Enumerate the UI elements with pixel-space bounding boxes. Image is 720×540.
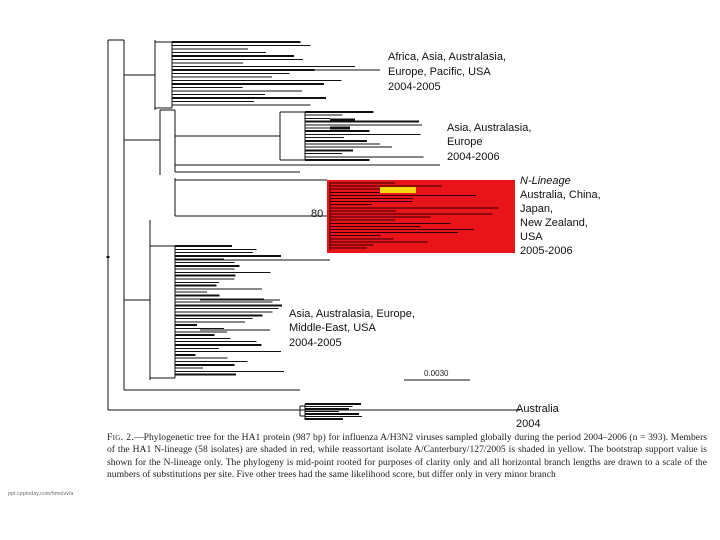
svg-text:Australia, China,: Australia, China, (520, 189, 601, 201)
svg-text:Australia: Australia (516, 403, 560, 415)
svg-text:2004-2005: 2004-2005 (388, 81, 441, 93)
svg-text:USA: USA (520, 231, 543, 243)
svg-text:2004-2006: 2004-2006 (447, 151, 500, 163)
scale-bar-label: 0.0030 (424, 369, 449, 378)
tree-branches (106, 39, 520, 420)
bootstrap-label: 80 (311, 208, 323, 220)
clade-label-n-lineage: N-Lineage Australia, China, Japan, New Z… (520, 175, 601, 257)
svg-text:New Zealand,: New Zealand, (520, 217, 588, 229)
phylogenetic-tree-figure: 80 Africa, Asia, Australasia, Europe, Pa… (106, 39, 601, 430)
svg-text:2004-2005: 2004-2005 (289, 337, 342, 349)
scale-bar: 0.0030 (404, 369, 470, 381)
footer-note: ppt.cpptoday.com/hmolvv/a (8, 491, 74, 497)
clade-label-asia-europe: Asia, Australasia, Europe 2004-2006 (447, 122, 531, 163)
reassortant-highlight (380, 187, 416, 193)
n-lineage-branches (329, 182, 499, 250)
caption-text: —Phylogenetic tree for the HA1 protein (… (107, 432, 707, 481)
clade-label-africa: Africa, Asia, Australasia, Europe, Pacif… (388, 51, 506, 93)
svg-text:2004: 2004 (516, 418, 540, 430)
svg-text:Europe: Europe (447, 136, 482, 148)
figure-number: Fig. 2. (107, 432, 135, 443)
figure-caption: Fig. 2.—Phylogenetic tree for the HA1 pr… (107, 432, 707, 482)
svg-text:Asia, Australasia, Europe,: Asia, Australasia, Europe, (289, 308, 415, 320)
svg-text:2005-2006: 2005-2006 (520, 245, 573, 257)
svg-text:Africa, Asia, Australasia,: Africa, Asia, Australasia, (388, 51, 506, 63)
svg-text:Europe, Pacific, USA: Europe, Pacific, USA (388, 66, 491, 78)
clade-label-australia: Australia 2004 (516, 403, 560, 430)
svg-text:Middle-East, USA: Middle-East, USA (289, 322, 376, 334)
clade-label-asia-middle-east: Asia, Australasia, Europe, Middle-East, … (289, 308, 415, 349)
svg-text:Asia, Australasia,: Asia, Australasia, (447, 122, 531, 134)
svg-text:N-Lineage: N-Lineage (520, 175, 571, 187)
svg-text:Japan,: Japan, (520, 203, 553, 215)
